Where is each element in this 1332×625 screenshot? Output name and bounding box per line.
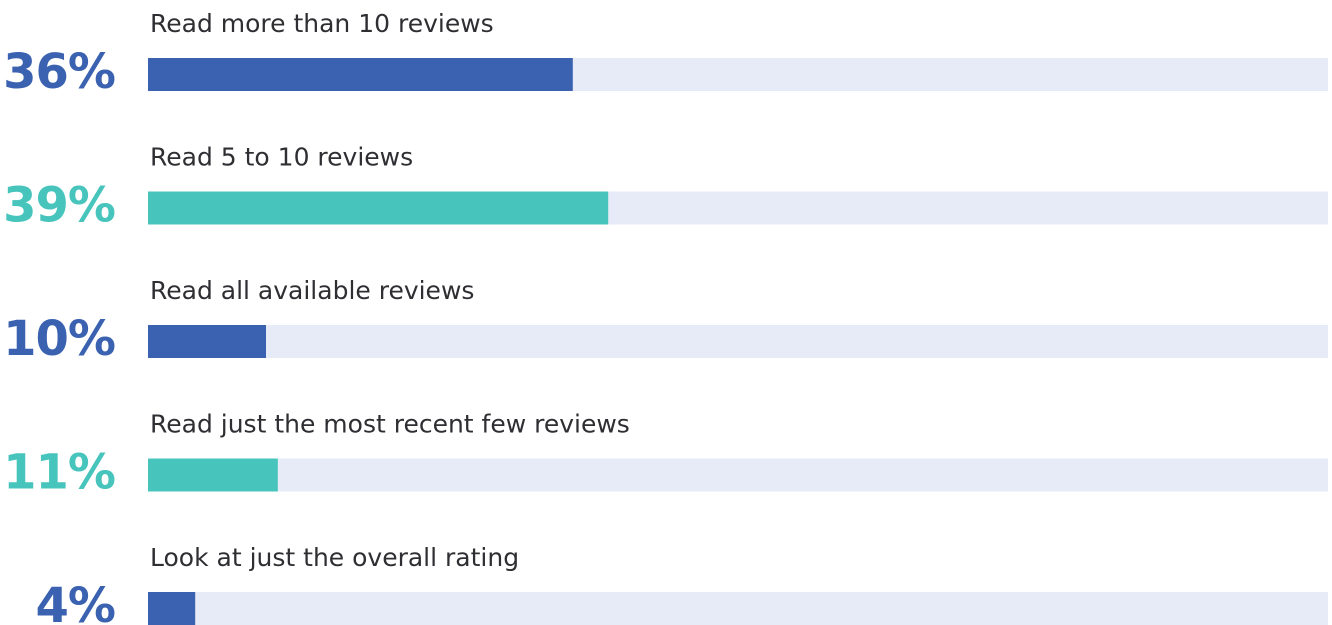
value-label: 11%	[3, 445, 115, 501]
category-label: Read just the most recent few reviews	[150, 410, 630, 439]
value-label: 39%	[3, 178, 115, 234]
bar	[148, 458, 278, 492]
bar	[148, 325, 266, 358]
category-label: Look at just the overall rating	[150, 543, 519, 572]
value-label: 10%	[3, 311, 115, 367]
value-label: 4%	[36, 578, 116, 625]
category-label: Read more than 10 reviews	[150, 9, 494, 38]
bar	[148, 191, 609, 225]
bar-track	[148, 592, 1328, 625]
bar-track	[148, 458, 1328, 492]
bar	[148, 58, 573, 91]
category-label: Read all available reviews	[150, 276, 474, 305]
bar	[148, 592, 196, 625]
bar-track	[148, 325, 1328, 358]
category-label: Read 5 to 10 reviews	[150, 143, 413, 172]
value-label: 36%	[3, 44, 115, 100]
